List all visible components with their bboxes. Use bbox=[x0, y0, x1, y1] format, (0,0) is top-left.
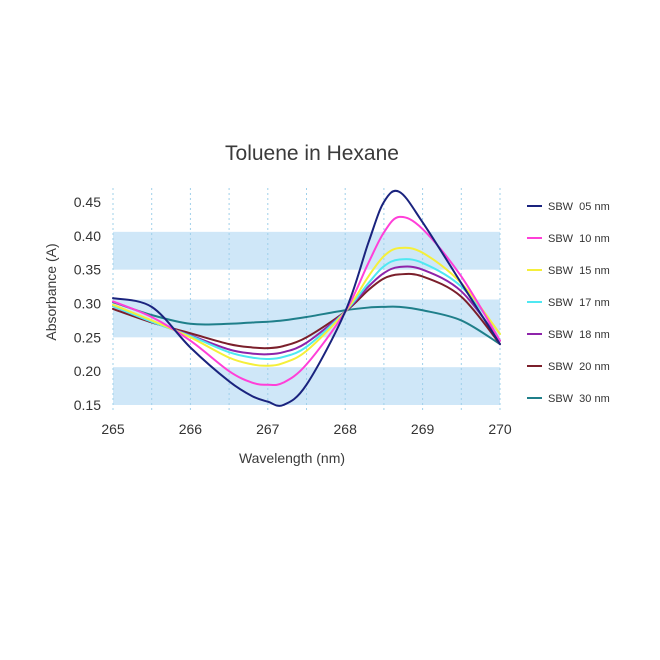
y-tick-label: 0.25 bbox=[74, 329, 101, 345]
y-tick-label: 0.15 bbox=[74, 397, 101, 413]
x-tick-label: 269 bbox=[411, 421, 435, 437]
legend-label: SBW 30 nm bbox=[548, 393, 610, 405]
series-line-6 bbox=[112, 301, 501, 346]
x-tick-label: 265 bbox=[101, 421, 125, 437]
legend-label: SBW 10 nm bbox=[548, 233, 610, 245]
x-tick-label: 268 bbox=[334, 421, 358, 437]
vertical-gridlines bbox=[112, 188, 501, 411]
series-line-4 bbox=[112, 265, 501, 356]
x-tick-label: 267 bbox=[256, 421, 280, 437]
series-line-3 bbox=[112, 258, 501, 361]
x-tick-label: 266 bbox=[179, 421, 203, 437]
chart-title: Toluene in Hexane bbox=[225, 142, 399, 165]
y-tick-label: 0.20 bbox=[74, 363, 101, 379]
series-line-2 bbox=[112, 246, 501, 367]
series-lines bbox=[112, 189, 501, 407]
series-line-1 bbox=[112, 215, 501, 386]
y-tick-label: 0.40 bbox=[74, 228, 101, 244]
x-tick-labels: 265 266 267 268 269 270 bbox=[101, 421, 512, 437]
series-line-0 bbox=[112, 189, 501, 407]
x-tick-label: 270 bbox=[488, 421, 512, 437]
series-line-5 bbox=[112, 272, 501, 350]
legend-label: SBW 15 nm bbox=[548, 265, 610, 277]
y-axis-label: Absorbance (A) bbox=[43, 243, 59, 340]
y-tick-label: 0.35 bbox=[74, 262, 101, 278]
x-axis-label: Wavelength (nm) bbox=[239, 450, 345, 466]
legend-label: SBW 18 nm bbox=[548, 329, 610, 341]
legend-label: SBW 20 nm bbox=[548, 361, 610, 373]
y-tick-label: 0.45 bbox=[74, 194, 101, 210]
legend-label: SBW 17 nm bbox=[548, 297, 610, 309]
y-tick-label: 0.30 bbox=[74, 296, 101, 312]
legend-label: SBW 05 nm bbox=[548, 201, 610, 213]
legend: SBW 05 nm SBW 10 nm SBW 15 nm SBW 17 nm SBW … bbox=[527, 201, 610, 405]
y-tick-labels: 0.45 0.40 0.35 0.30 0.25 0.20 0.15 bbox=[74, 194, 101, 413]
